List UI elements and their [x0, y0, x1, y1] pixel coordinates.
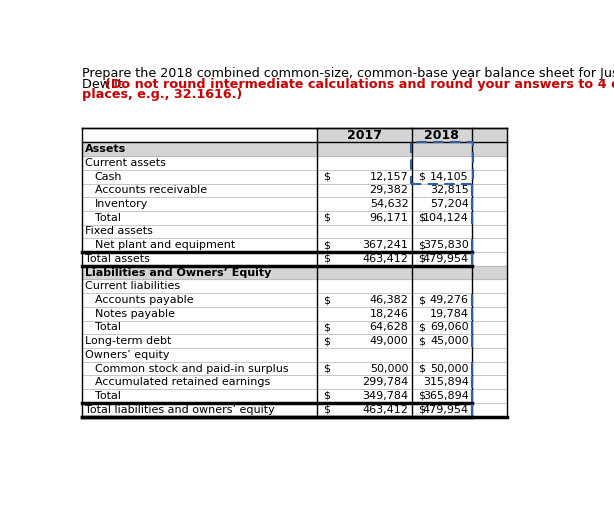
Text: $: $	[418, 254, 425, 264]
Text: Dew It.: Dew It.	[82, 78, 131, 91]
Text: $: $	[323, 336, 330, 346]
Text: Inventory: Inventory	[95, 199, 148, 209]
Text: 50,000: 50,000	[370, 363, 408, 373]
Text: 46,382: 46,382	[370, 295, 408, 305]
Text: $: $	[418, 295, 425, 305]
Text: 315,894: 315,894	[423, 377, 469, 387]
Text: (Do not round intermediate calculations and round your answers to 4 decimal: (Do not round intermediate calculations …	[106, 78, 614, 91]
Text: Total liabilities and owners’ equity: Total liabilities and owners’ equity	[85, 405, 275, 415]
Text: Current assets: Current assets	[85, 158, 166, 168]
Text: $: $	[323, 172, 330, 181]
Text: $: $	[323, 295, 330, 305]
Text: 32,815: 32,815	[430, 185, 469, 195]
Text: Accounts payable: Accounts payable	[95, 295, 193, 305]
Text: 365,894: 365,894	[423, 391, 469, 401]
Text: Total: Total	[95, 391, 120, 401]
Text: $: $	[418, 363, 425, 373]
Text: Common stock and paid-in surplus: Common stock and paid-in surplus	[95, 363, 288, 373]
Text: 50,000: 50,000	[430, 363, 469, 373]
Text: 45,000: 45,000	[430, 336, 469, 346]
Text: $: $	[323, 405, 330, 415]
Text: $: $	[323, 213, 330, 223]
Text: $: $	[418, 240, 425, 250]
Text: 29,382: 29,382	[370, 185, 408, 195]
Text: Long-term debt: Long-term debt	[85, 336, 172, 346]
Text: $: $	[323, 240, 330, 250]
Bar	[82, 142, 507, 156]
Text: 57,204: 57,204	[430, 199, 469, 209]
Bar	[411, 142, 473, 184]
Text: Total: Total	[95, 213, 120, 223]
Text: Net plant and equipment: Net plant and equipment	[95, 240, 235, 250]
Text: 463,412: 463,412	[363, 405, 408, 415]
Text: 104,124: 104,124	[423, 213, 469, 223]
Text: 69,060: 69,060	[430, 323, 469, 332]
Text: Fixed assets: Fixed assets	[85, 226, 153, 236]
Text: Liabilities and Owners’ Equity: Liabilities and Owners’ Equity	[85, 268, 271, 278]
Text: Assets: Assets	[85, 144, 126, 154]
Text: Current liabilities: Current liabilities	[85, 281, 181, 291]
Text: Total: Total	[95, 323, 120, 332]
Text: 18,246: 18,246	[370, 309, 408, 319]
Text: 96,171: 96,171	[370, 213, 408, 223]
Bar	[82, 266, 507, 279]
Text: 299,784: 299,784	[362, 377, 408, 387]
Text: Prepare the 2018 combined common-size, common-base year balance sheet for Just: Prepare the 2018 combined common-size, c…	[82, 67, 614, 80]
Text: 49,000: 49,000	[370, 336, 408, 346]
Text: Total assets: Total assets	[85, 254, 150, 264]
Text: $: $	[418, 213, 425, 223]
Text: places, e.g., 32.1616.): places, e.g., 32.1616.)	[82, 88, 243, 101]
Text: 463,412: 463,412	[363, 254, 408, 264]
Text: $: $	[418, 336, 425, 346]
Text: Accumulated retained earnings: Accumulated retained earnings	[95, 377, 270, 387]
Text: Notes payable: Notes payable	[95, 309, 174, 319]
Text: 375,830: 375,830	[423, 240, 469, 250]
Text: $: $	[323, 323, 330, 332]
Text: 367,241: 367,241	[363, 240, 408, 250]
Text: 2018: 2018	[424, 129, 459, 142]
Text: 2017: 2017	[347, 129, 382, 142]
Text: $: $	[323, 254, 330, 264]
Text: $: $	[323, 391, 330, 401]
Text: 12,157: 12,157	[370, 172, 408, 181]
Text: 54,632: 54,632	[370, 199, 408, 209]
Text: Accounts receivable: Accounts receivable	[95, 185, 207, 195]
Text: 14,105: 14,105	[430, 172, 469, 181]
Text: Cash: Cash	[95, 172, 122, 181]
Text: 479,954: 479,954	[423, 405, 469, 415]
Text: 49,276: 49,276	[430, 295, 469, 305]
Text: $: $	[323, 363, 330, 373]
Text: $: $	[418, 405, 425, 415]
Text: Owners’ equity: Owners’ equity	[85, 350, 170, 360]
Text: $: $	[418, 323, 425, 332]
Bar	[317, 128, 507, 142]
Text: 19,784: 19,784	[430, 309, 469, 319]
Text: 349,784: 349,784	[362, 391, 408, 401]
Text: 479,954: 479,954	[423, 254, 469, 264]
Text: $: $	[418, 172, 425, 181]
Text: 64,628: 64,628	[370, 323, 408, 332]
Text: $: $	[418, 391, 425, 401]
